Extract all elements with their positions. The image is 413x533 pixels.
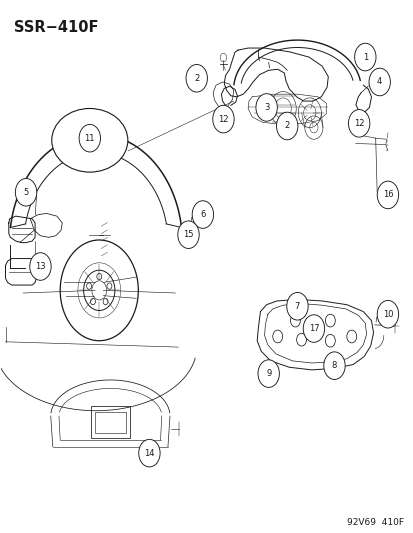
Text: 12: 12: [353, 119, 363, 128]
Circle shape: [30, 253, 51, 280]
Circle shape: [185, 64, 207, 92]
Bar: [90, 407, 130, 438]
Text: 9: 9: [266, 369, 271, 378]
Circle shape: [276, 112, 297, 140]
Circle shape: [212, 106, 234, 133]
Circle shape: [348, 110, 369, 137]
Circle shape: [376, 181, 398, 209]
Text: 5: 5: [24, 188, 28, 197]
Circle shape: [323, 352, 344, 379]
Text: 13: 13: [35, 262, 46, 271]
Circle shape: [376, 301, 398, 328]
Circle shape: [257, 360, 279, 387]
Text: 10: 10: [382, 310, 392, 319]
Text: 7: 7: [294, 302, 299, 311]
Circle shape: [79, 124, 100, 152]
Text: 3: 3: [263, 103, 269, 112]
Circle shape: [138, 439, 160, 467]
Text: 2: 2: [194, 74, 199, 83]
Text: 14: 14: [144, 449, 154, 458]
Text: 2: 2: [284, 122, 289, 131]
Text: 11: 11: [84, 134, 95, 143]
Text: SSR−410F: SSR−410F: [14, 20, 98, 35]
Circle shape: [177, 221, 199, 248]
Circle shape: [15, 179, 37, 206]
Text: 12: 12: [218, 115, 228, 124]
Circle shape: [192, 201, 213, 228]
Circle shape: [368, 68, 389, 96]
Text: 15: 15: [183, 230, 193, 239]
Text: 6: 6: [200, 210, 205, 219]
Circle shape: [255, 94, 277, 121]
Text: 16: 16: [382, 190, 392, 199]
Ellipse shape: [52, 109, 128, 172]
Text: 4: 4: [376, 77, 382, 86]
Text: 1: 1: [362, 53, 367, 62]
Text: 17: 17: [308, 324, 318, 333]
Circle shape: [302, 315, 324, 342]
Circle shape: [286, 293, 307, 320]
Text: 8: 8: [331, 361, 336, 370]
Bar: [95, 412, 126, 433]
Circle shape: [354, 43, 375, 71]
Text: 92V69  410F: 92V69 410F: [347, 519, 404, 527]
